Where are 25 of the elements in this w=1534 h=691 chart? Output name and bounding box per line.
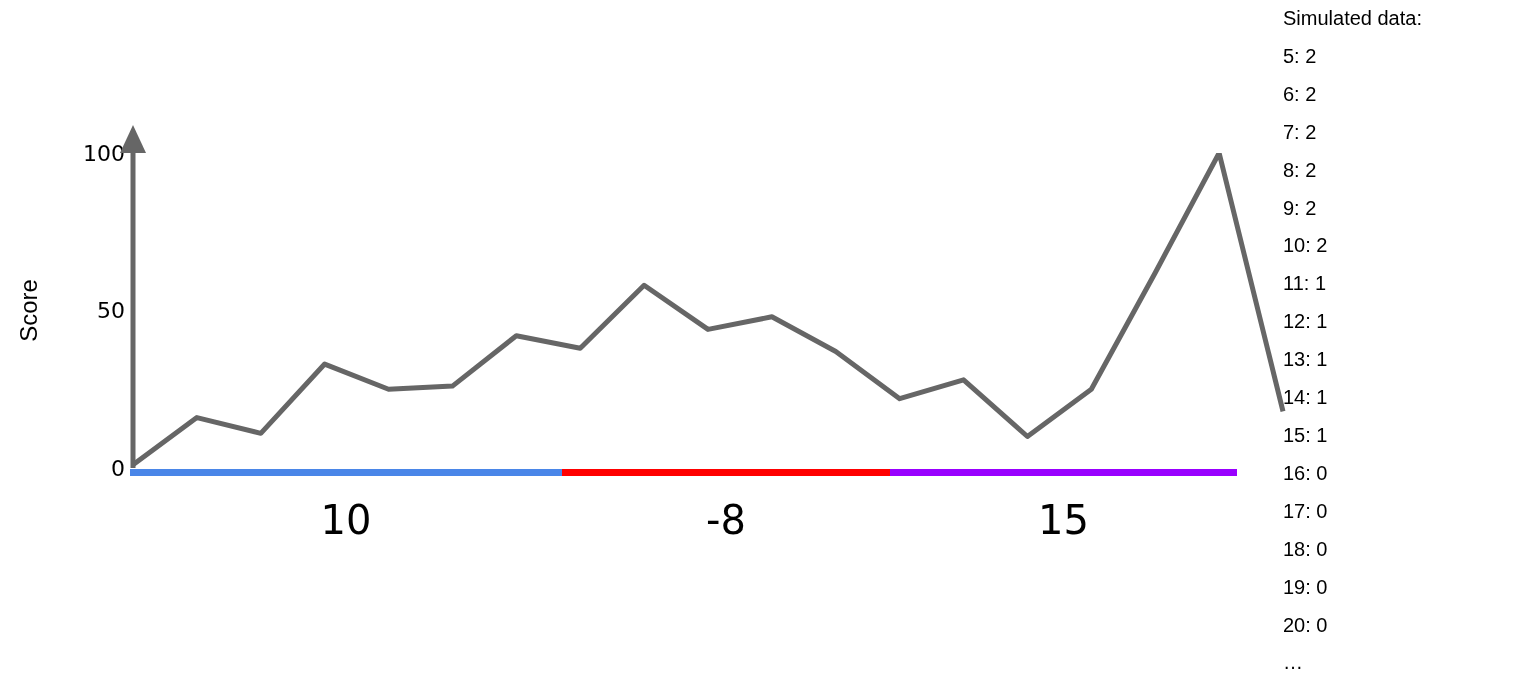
annotation: 14: 1	[1283, 385, 1329, 411]
annotation: 12: 1	[1283, 309, 1329, 335]
y-tick-label: 50	[97, 298, 125, 324]
annotation: 10: 2	[1283, 233, 1329, 259]
text: -8	[705, 496, 747, 544]
annotation: 8: 2	[1283, 157, 1318, 183]
annotation: 15: 1	[1283, 422, 1329, 448]
text: 17: 0	[1283, 498, 1329, 524]
text: …	[1283, 650, 1304, 676]
annotation: 16: 0	[1283, 460, 1329, 486]
text: 6: 2	[1283, 81, 1318, 107]
text: 18: 0	[1283, 536, 1329, 562]
annotation: 11: 1	[1283, 271, 1327, 297]
text: 5: 2	[1283, 43, 1318, 69]
annotation: 9: 2	[1283, 195, 1318, 221]
y-tick-label: 100	[83, 140, 125, 166]
y-axis-title: Score	[14, 279, 42, 342]
text: 20: 0	[1283, 612, 1329, 638]
text: 10	[319, 496, 373, 544]
annotation: 13: 1	[1283, 347, 1329, 373]
text: 15	[1037, 496, 1090, 544]
text: Simulated data:	[1283, 6, 1422, 31]
text: 19: 0	[1283, 574, 1329, 600]
y-tick-label: 0	[111, 455, 125, 481]
text: 7: 2	[1283, 119, 1318, 145]
